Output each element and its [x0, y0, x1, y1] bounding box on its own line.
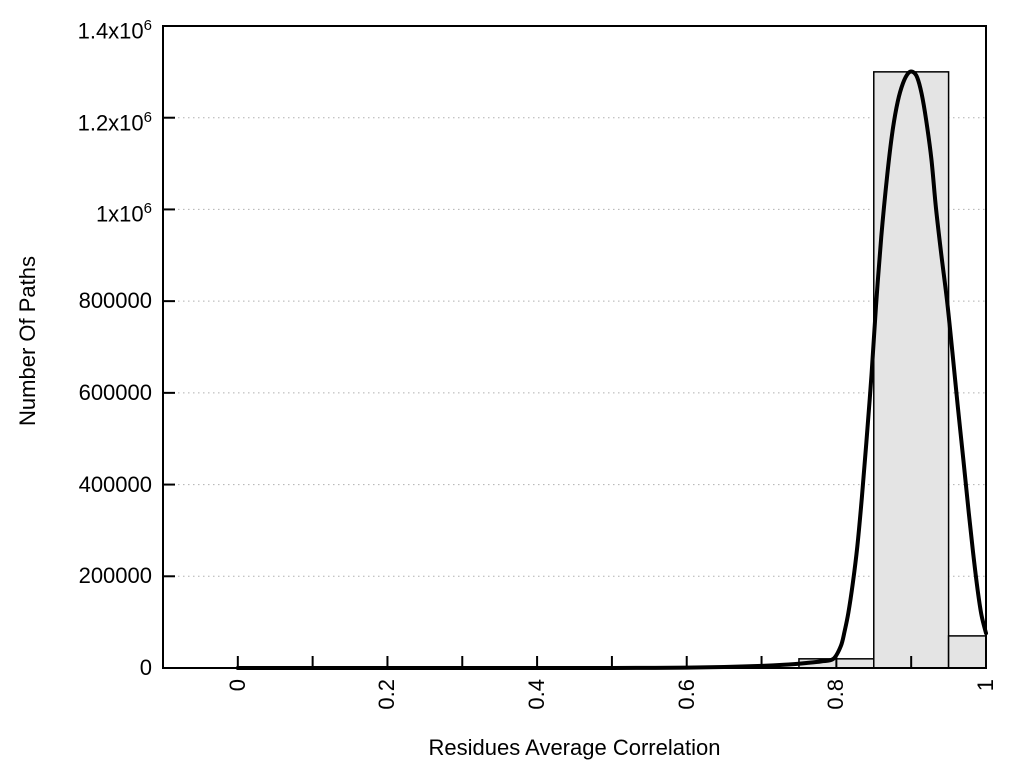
x-tick-label: 0 [224, 679, 250, 692]
y-tick-label: 400000 [78, 471, 152, 497]
y-axis-title: Number Of Paths [15, 256, 40, 426]
histogram-bar [947, 635, 987, 669]
histogram-bar [873, 71, 950, 669]
plot-border [162, 25, 987, 669]
y-tick-label: 0 [139, 655, 152, 680]
y-tick-label: 200000 [78, 563, 152, 589]
x-tick-label: 0.8 [823, 679, 849, 710]
y-tick-label: 800000 [78, 288, 152, 314]
x-axis-title: Residues Average Correlation [428, 735, 721, 760]
y-tick-label: 1x106 [95, 200, 152, 227]
y-tick-label: 1.4x106 [77, 17, 152, 44]
x-tick-label: 0.6 [673, 679, 699, 710]
x-tick-label: 0.4 [524, 679, 550, 710]
x-tick-label: 1 [973, 679, 998, 692]
y-tick-label: 1.2x106 [77, 108, 152, 136]
y-tick-label: 600000 [78, 379, 152, 405]
x-tick-label: 0.2 [374, 679, 400, 710]
